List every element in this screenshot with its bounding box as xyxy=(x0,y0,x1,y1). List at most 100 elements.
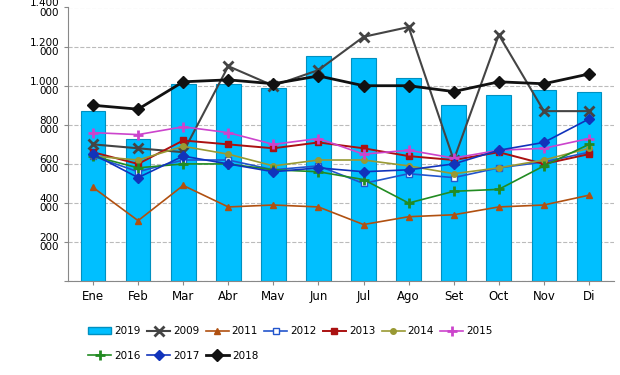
2013 xyxy=(224,142,232,147)
2015 xyxy=(135,132,142,137)
2013 xyxy=(360,146,367,150)
2014 xyxy=(89,154,97,158)
2009 xyxy=(360,34,367,39)
2014 xyxy=(405,164,412,168)
2016 xyxy=(224,162,232,166)
2016 xyxy=(135,166,142,170)
2016 xyxy=(89,154,97,158)
2017 xyxy=(315,166,322,170)
2013 xyxy=(270,146,277,150)
2015 xyxy=(585,136,593,141)
2017 xyxy=(89,152,97,156)
Bar xyxy=(306,56,331,281)
2009 xyxy=(135,146,142,150)
2009 xyxy=(405,25,412,29)
2016 xyxy=(270,168,277,172)
2011 xyxy=(89,185,97,190)
Line: 2018: 2018 xyxy=(89,70,593,113)
Bar xyxy=(351,58,376,281)
Bar xyxy=(216,84,241,281)
2014 xyxy=(224,152,232,156)
2017 xyxy=(270,170,277,174)
2011 xyxy=(360,222,367,227)
2012 xyxy=(135,170,142,174)
2012 xyxy=(89,154,97,158)
2017 xyxy=(450,162,458,166)
2014 xyxy=(135,158,142,162)
2012 xyxy=(495,166,503,170)
2009 xyxy=(315,68,322,72)
2009 xyxy=(89,142,97,147)
2014 xyxy=(450,171,458,176)
2015 xyxy=(270,142,277,147)
2017 xyxy=(495,148,503,153)
2011 xyxy=(224,205,232,209)
2017 xyxy=(405,168,412,172)
2011 xyxy=(270,203,277,207)
2016 xyxy=(179,162,187,166)
2014 xyxy=(495,166,503,170)
2012 xyxy=(224,158,232,162)
2011 xyxy=(315,205,322,209)
2018 xyxy=(179,80,187,84)
2016 xyxy=(540,164,547,168)
Bar xyxy=(487,96,512,281)
2012 xyxy=(585,150,593,154)
2016 xyxy=(450,189,458,194)
Line: 2017: 2017 xyxy=(89,116,593,181)
2013 xyxy=(179,138,187,143)
2015 xyxy=(495,148,503,153)
2018 xyxy=(89,103,97,108)
2013 xyxy=(450,158,458,162)
2011 xyxy=(179,183,187,188)
2018 xyxy=(135,107,142,111)
2014 xyxy=(585,146,593,150)
2015 xyxy=(405,148,412,153)
2017 xyxy=(224,162,232,166)
2017 xyxy=(585,117,593,121)
2011 xyxy=(585,193,593,198)
2009 xyxy=(585,109,593,113)
2018 xyxy=(405,84,412,88)
Line: 2015: 2015 xyxy=(88,122,594,163)
2015 xyxy=(89,130,97,135)
2018 xyxy=(495,80,503,84)
2018 xyxy=(585,72,593,76)
2018 xyxy=(360,84,367,88)
Line: 2011: 2011 xyxy=(89,182,593,228)
2009 xyxy=(270,84,277,88)
2014 xyxy=(270,164,277,168)
2011 xyxy=(495,205,503,209)
Bar xyxy=(126,138,151,281)
Bar xyxy=(396,78,421,281)
2015 xyxy=(360,152,367,156)
2016 xyxy=(360,177,367,182)
2014 xyxy=(315,158,322,162)
2013 xyxy=(405,154,412,158)
Bar xyxy=(170,84,195,281)
2016 xyxy=(315,170,322,174)
2012 xyxy=(405,171,412,176)
2012 xyxy=(540,160,547,164)
2018 xyxy=(450,89,458,94)
2015 xyxy=(224,130,232,135)
Line: 2013: 2013 xyxy=(89,137,593,167)
2016 xyxy=(585,142,593,147)
2018 xyxy=(270,81,277,86)
2018 xyxy=(224,78,232,82)
2012 xyxy=(270,168,277,172)
2012 xyxy=(360,181,367,186)
Line: 2014: 2014 xyxy=(91,144,591,177)
2018 xyxy=(540,81,547,86)
2015 xyxy=(179,124,187,129)
2009 xyxy=(224,64,232,68)
2016 xyxy=(495,187,503,192)
Line: 2012: 2012 xyxy=(89,149,593,187)
2009 xyxy=(495,33,503,37)
Bar xyxy=(577,92,601,281)
2014 xyxy=(179,144,187,148)
2009 xyxy=(179,150,187,154)
2017 xyxy=(360,170,367,174)
2011 xyxy=(450,213,458,217)
Bar xyxy=(81,111,105,281)
